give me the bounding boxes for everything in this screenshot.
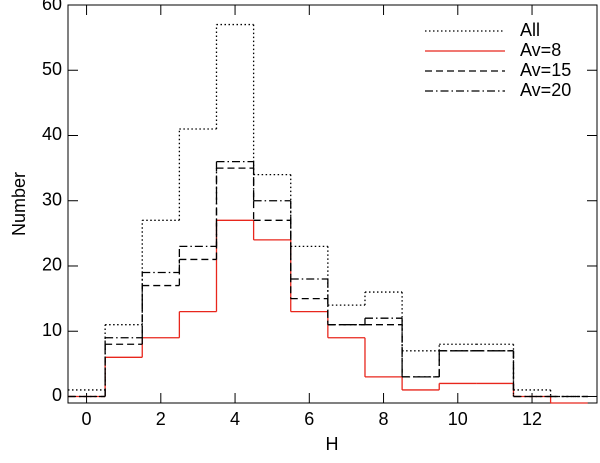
x-tick-label: 0 (82, 409, 92, 429)
legend-label: Av=20 (520, 80, 571, 100)
plot-frame (67, 4, 598, 404)
y-tick-label: 40 (42, 124, 62, 144)
x-tick-label: 2 (156, 409, 166, 429)
y-tick-label: 30 (42, 189, 62, 209)
x-axis-label: H (326, 434, 339, 454)
legend-label: Av=15 (520, 60, 571, 80)
y-tick-label: 10 (42, 320, 62, 340)
x-tick-label: 4 (230, 409, 240, 429)
y-tick-label: 20 (42, 255, 62, 275)
y-tick-label: 60 (42, 0, 62, 14)
x-tick-label: 6 (304, 409, 314, 429)
x-tick-label: 10 (448, 409, 468, 429)
x-tick-label: 12 (522, 409, 542, 429)
y-tick-label: 50 (42, 59, 62, 79)
y-tick-label: 0 (52, 385, 62, 405)
x-tick-label: 8 (379, 409, 389, 429)
y-axis-label: Number (9, 172, 29, 236)
legend-label: All (520, 20, 540, 40)
legend-label: Av=8 (520, 40, 561, 60)
